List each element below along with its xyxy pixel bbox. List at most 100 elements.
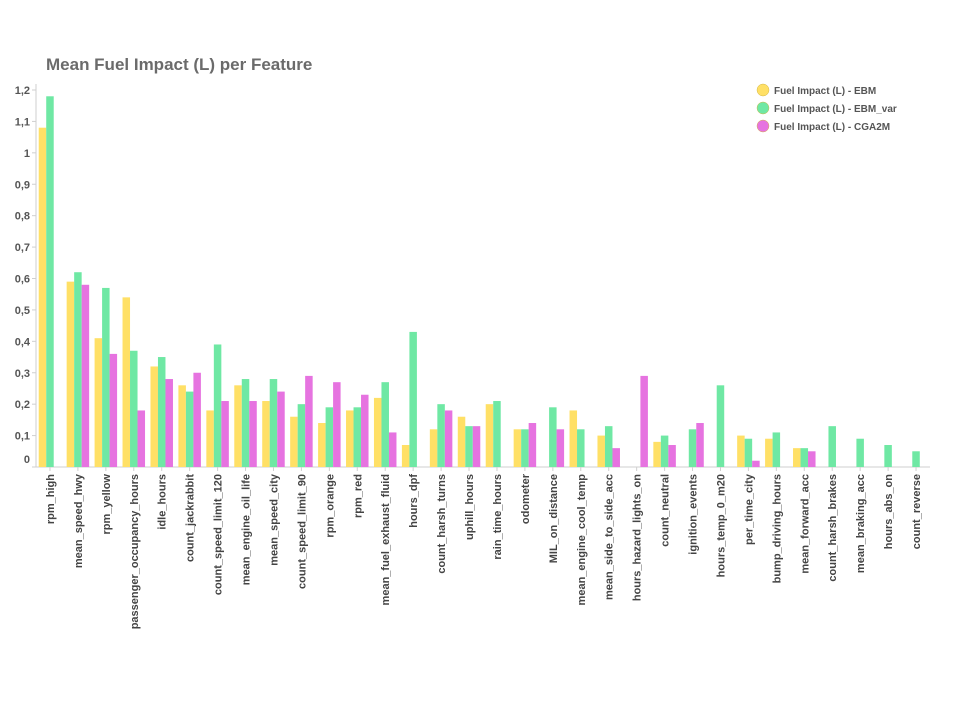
bar-mean_engine_cool_temp-series-0 xyxy=(569,410,578,467)
x-tick-label: mean_braking_acc xyxy=(855,474,867,573)
bar-per_time_city-series-0 xyxy=(737,435,745,467)
x-tick-label: passenger_occupancy_hours xyxy=(129,474,141,629)
bar-bump_driving_hours-series-0 xyxy=(765,438,773,467)
bar-hours_abs_on-series-1 xyxy=(884,445,892,467)
bar-mean_forward_acc-series-2 xyxy=(808,451,816,467)
bar-idle_hours-series-1 xyxy=(157,357,166,467)
bar-rpm_red-series-0 xyxy=(346,410,354,467)
y-tick-label: 0,5 xyxy=(15,305,30,317)
x-tick-labels: rpm_high mean_speed_hwy rpm_yellow passenge… xyxy=(45,473,923,629)
bar-rpm_yellow-series-2 xyxy=(109,353,118,467)
bar-count_speed_limit_90-series-2 xyxy=(305,375,313,467)
x-tick-label: count_reverse xyxy=(911,474,923,549)
y-tick-label: 1 xyxy=(24,148,30,160)
bar-count_neutral-series-1 xyxy=(660,435,669,467)
legend-label-0: Fuel Impact (L) - EBM xyxy=(774,86,876,97)
bar-mean_speed_hwy-series-2 xyxy=(81,284,90,467)
y-tick-label: 0,6 xyxy=(15,274,30,286)
bar-per_time_city-series-2 xyxy=(752,460,760,467)
x-tick-label: mean_side_to_side_acc xyxy=(604,474,616,600)
x-tick-label: ignition_events xyxy=(688,474,700,555)
x-tick-label: mean_engine_cool_temp xyxy=(576,474,588,606)
bar-rpm_orange-series-1 xyxy=(325,407,334,467)
bar-mean_speed_hwy-series-1 xyxy=(74,272,82,467)
bar-count_neutral-series-0 xyxy=(653,441,661,467)
bar-bump_driving_hours-series-1 xyxy=(772,432,781,467)
x-tick-label: hours_temp_0_m20 xyxy=(715,474,727,577)
legend-marker-2 xyxy=(756,119,770,133)
x-tick-label: per_time_city xyxy=(743,473,755,545)
bar-count_jackrabbit-series-0 xyxy=(178,385,186,467)
bar-count_speed_limit_120-series-2 xyxy=(221,401,229,467)
legend-label-1: Fuel Impact (L) - EBM_var xyxy=(774,104,897,115)
bar-hours_dpf-series-1 xyxy=(409,331,417,467)
bar-rain_time_hours-series-0 xyxy=(485,404,494,467)
y-tick-label: 0,2 xyxy=(15,399,30,411)
bar-rpm_high-series-0 xyxy=(38,127,47,467)
bar-mean_speed_city-series-0 xyxy=(262,401,270,467)
x-tick-label: rpm_red xyxy=(352,474,364,518)
bar-idle_hours-series-0 xyxy=(150,366,158,467)
bar-count_jackrabbit-series-2 xyxy=(193,372,201,467)
bar-MIL_on_distance-series-2 xyxy=(556,429,565,467)
y-tick-label: 1,1 xyxy=(15,116,30,128)
bar-count_jackrabbit-series-1 xyxy=(185,391,194,467)
bar-hours_temp_0_m20-series-1 xyxy=(716,385,725,467)
bar-count_reverse-series-1 xyxy=(912,451,920,467)
x-tick-label: mean_fuel_exhaust_fluid xyxy=(380,474,392,605)
bar-idle_hours-series-2 xyxy=(165,379,173,467)
bar-mean_speed_hwy-series-0 xyxy=(66,281,75,467)
x-tick-label: mean_speed_city xyxy=(268,473,280,566)
bar-count_speed_limit_120-series-1 xyxy=(213,344,222,467)
bar-rpm_orange-series-2 xyxy=(333,382,341,467)
y-tick-label: 0,8 xyxy=(15,211,30,223)
bar-rpm_yellow-series-1 xyxy=(102,287,110,467)
x-tick-label: count_neutral xyxy=(660,474,672,547)
bar-rpm_high-series-1 xyxy=(46,96,54,468)
bar-per_time_city-series-1 xyxy=(744,438,753,467)
bar-mean_side_to_side_acc-series-0 xyxy=(597,435,605,467)
bar-rpm_red-series-1 xyxy=(353,407,362,467)
bar-hours_hazard_lights_on-series-2 xyxy=(640,375,648,467)
x-tick-label: rpm_yellow xyxy=(101,474,113,535)
bar-mean_speed_city-series-1 xyxy=(269,379,278,467)
bar-passenger_occupancy_hours-series-2 xyxy=(137,410,146,467)
bar-mean_side_to_side_acc-series-2 xyxy=(612,448,620,467)
legend-marker-1 xyxy=(756,101,770,115)
x-tick-label: hours_dpf xyxy=(408,474,420,528)
bar-mean_side_to_side_acc-series-1 xyxy=(604,426,613,467)
bar-count_harsh_brakes-series-1 xyxy=(828,426,836,467)
chart-title: Mean Fuel Impact (L) per Feature xyxy=(46,55,313,74)
x-tick-label: rpm_orange xyxy=(324,474,336,538)
x-tick-label: bump_driving_hours xyxy=(771,474,783,583)
x-tick-label: rain_time_hours xyxy=(492,474,504,560)
x-tick-label: hours_abs_on xyxy=(883,474,895,549)
bar-mean_fuel_exhaust_fluid-series-0 xyxy=(373,397,382,467)
legend-label-2: Fuel Impact (L) - CGA2M xyxy=(774,122,890,133)
bar-mean_fuel_exhaust_fluid-series-1 xyxy=(381,382,389,467)
x-tick-label: count_speed_limit_90 xyxy=(296,474,308,589)
bar-passenger_occupancy_hours-series-1 xyxy=(130,350,138,467)
legend: Fuel Impact (L) - EBM Fuel Impact (L) - E… xyxy=(756,83,897,133)
x-tick-label: rpm_high xyxy=(45,474,57,524)
y-tick-label: 0,1 xyxy=(15,431,30,443)
bar-mean_engine_oil_life-series-0 xyxy=(234,385,242,467)
bar-hours_dpf-series-0 xyxy=(401,445,410,467)
x-tick-label: mean_forward_acc xyxy=(799,474,811,574)
x-tick-label: MIL_on_distance xyxy=(548,474,560,563)
bar-mean_speed_city-series-2 xyxy=(277,391,285,467)
bar-mean_fuel_exhaust_fluid-series-2 xyxy=(388,432,397,467)
y-tick-label: 0,7 xyxy=(15,242,30,254)
x-tick-label: mean_speed_hwy xyxy=(73,473,85,568)
legend-marker-0 xyxy=(756,83,770,97)
bar-mean_engine_oil_life-series-2 xyxy=(249,401,257,467)
x-tick-label: odometer xyxy=(520,473,532,524)
bar-odometer-series-2 xyxy=(528,423,537,467)
x-tick-label: mean_engine_oil_life xyxy=(241,474,253,585)
y-tick-labels: 0 0,1 0,2 0,3 0,4 0,5 0,6 0,7 0,8 0,9 1 1,1 1,2 xyxy=(15,85,31,466)
bar-count_speed_limit_120-series-0 xyxy=(206,410,214,467)
bar-count_speed_limit_90-series-1 xyxy=(297,404,306,467)
x-tick-label: count_harsh_turns xyxy=(436,474,448,574)
bar-count_harsh_turns-series-0 xyxy=(429,429,438,467)
